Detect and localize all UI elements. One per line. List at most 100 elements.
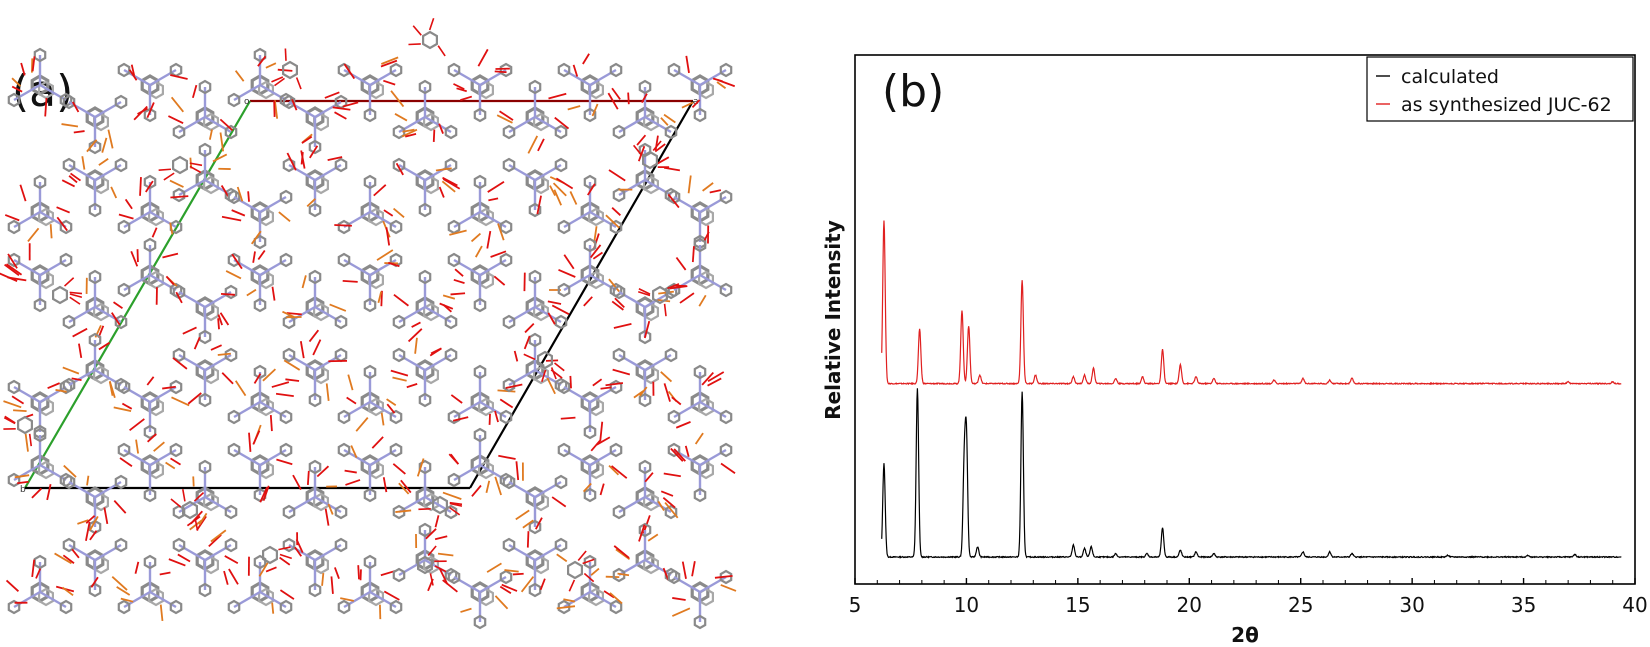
oxygen-bond — [279, 556, 291, 566]
oxygen-bond — [192, 84, 198, 99]
framework-node — [556, 554, 623, 615]
aromatic-ring — [664, 124, 678, 140]
oxygen-bond — [430, 347, 442, 355]
oxygen-bond — [583, 572, 595, 583]
oxygen-bond — [170, 74, 188, 80]
framework-node — [502, 461, 568, 535]
oxygen-bond — [691, 246, 695, 263]
oxygen-bond — [611, 300, 624, 311]
aromatic-ring — [262, 545, 278, 565]
oxygen-bond — [373, 184, 387, 197]
aromatic-ring — [612, 187, 626, 203]
aromatic-ring — [337, 442, 351, 458]
aromatic-ring — [444, 124, 458, 140]
oxygen-bond — [277, 68, 293, 72]
aromatic-ring — [693, 107, 707, 123]
oxygen-bond — [300, 151, 304, 165]
aromatic-ring — [447, 472, 461, 488]
oxygen-bond — [383, 79, 396, 86]
framework-node — [227, 424, 293, 503]
oxygen-bond — [611, 87, 621, 100]
oxygen-bond — [675, 256, 687, 271]
oxygen-bond — [286, 152, 297, 171]
aromatic-ring — [17, 415, 33, 435]
oxygen-bond — [72, 327, 88, 338]
oxygen-bond — [672, 597, 686, 601]
aromatic-ring — [224, 347, 238, 363]
aromatic-ring — [114, 537, 128, 553]
aromatic-ring — [392, 567, 406, 583]
oxygen-bond — [321, 572, 325, 586]
oxygen-bond — [71, 548, 80, 559]
framework-node — [61, 94, 128, 155]
oxygen-bond — [660, 490, 674, 497]
oxygen-bond — [103, 507, 109, 525]
oxygen-bond — [499, 585, 512, 595]
aromatic-ring — [557, 219, 571, 235]
framework-node — [7, 47, 73, 117]
aromatic-ring — [227, 442, 241, 458]
aromatic-ring — [7, 379, 21, 395]
oxygen-bond — [342, 101, 359, 108]
aromatic-ring — [719, 282, 733, 298]
aromatic-ring — [719, 442, 733, 458]
aromatic-ring — [282, 60, 298, 80]
oxygen-bond — [327, 503, 334, 515]
aromatic-ring — [33, 297, 47, 313]
framework-node — [337, 364, 403, 432]
oxygen-bond — [523, 353, 536, 361]
framework-node — [608, 142, 681, 203]
framework-node — [667, 364, 733, 429]
aromatic-ring — [447, 252, 461, 268]
unit-cell-edge-right — [469, 100, 694, 489]
oxygen-bond — [355, 417, 369, 432]
framework-node — [168, 79, 238, 152]
oxygen-bond — [5, 263, 23, 276]
oxygen-bond — [376, 249, 394, 261]
panel-b-label: (b) — [882, 66, 944, 117]
oxygen-bond — [153, 441, 165, 452]
oxygen-bond — [395, 162, 404, 176]
aromatic-ring — [389, 599, 403, 615]
oxygen-bond — [324, 91, 340, 99]
oxygen-bond — [583, 296, 593, 307]
oxygen-bond — [316, 465, 330, 478]
framework-node — [612, 459, 679, 534]
aromatic-ring — [473, 364, 487, 380]
oxygen-bond — [599, 421, 604, 442]
aromatic-ring — [422, 30, 438, 50]
oxygen-bond — [667, 193, 680, 209]
oxygen-bond — [308, 329, 320, 343]
oxygen-bond — [612, 368, 631, 376]
aromatic-ring — [554, 314, 568, 330]
aromatic-ring — [88, 202, 102, 218]
oxygen-bond — [377, 291, 383, 304]
oxygen-bond — [412, 25, 422, 36]
aromatic-ring — [7, 252, 21, 268]
aromatic-ring — [224, 537, 238, 553]
x-tick-label-20: 20 — [1177, 593, 1202, 617]
oxygen-bond — [71, 377, 82, 381]
oxygen-bond — [608, 169, 626, 182]
framework-node — [282, 339, 348, 408]
aromatic-ring — [227, 252, 241, 268]
oxygen-bond — [7, 253, 18, 269]
oxygen-bond — [605, 382, 624, 387]
framework-node — [62, 269, 128, 339]
aromatic-ring — [182, 500, 198, 520]
x-tick-label-40: 40 — [1622, 593, 1647, 617]
oxygen-bond — [720, 462, 736, 474]
aromatic-ring — [363, 174, 377, 190]
unit-cell-b-edge — [24, 100, 251, 489]
terminal-ligand — [418, 495, 463, 516]
series-line-calculated — [881, 388, 1622, 559]
aromatic-ring — [444, 347, 458, 363]
legend-label-calculated: calculated — [1401, 66, 1499, 88]
crystal-structure-view: o a b — [0, 18, 737, 630]
aromatic-ring — [667, 189, 681, 205]
aromatic-ring — [392, 314, 406, 330]
aromatic-ring — [499, 219, 513, 235]
x-axis-title: 2θ — [1231, 623, 1259, 647]
oxygen-bond — [563, 254, 575, 270]
aromatic-ring — [693, 614, 707, 630]
